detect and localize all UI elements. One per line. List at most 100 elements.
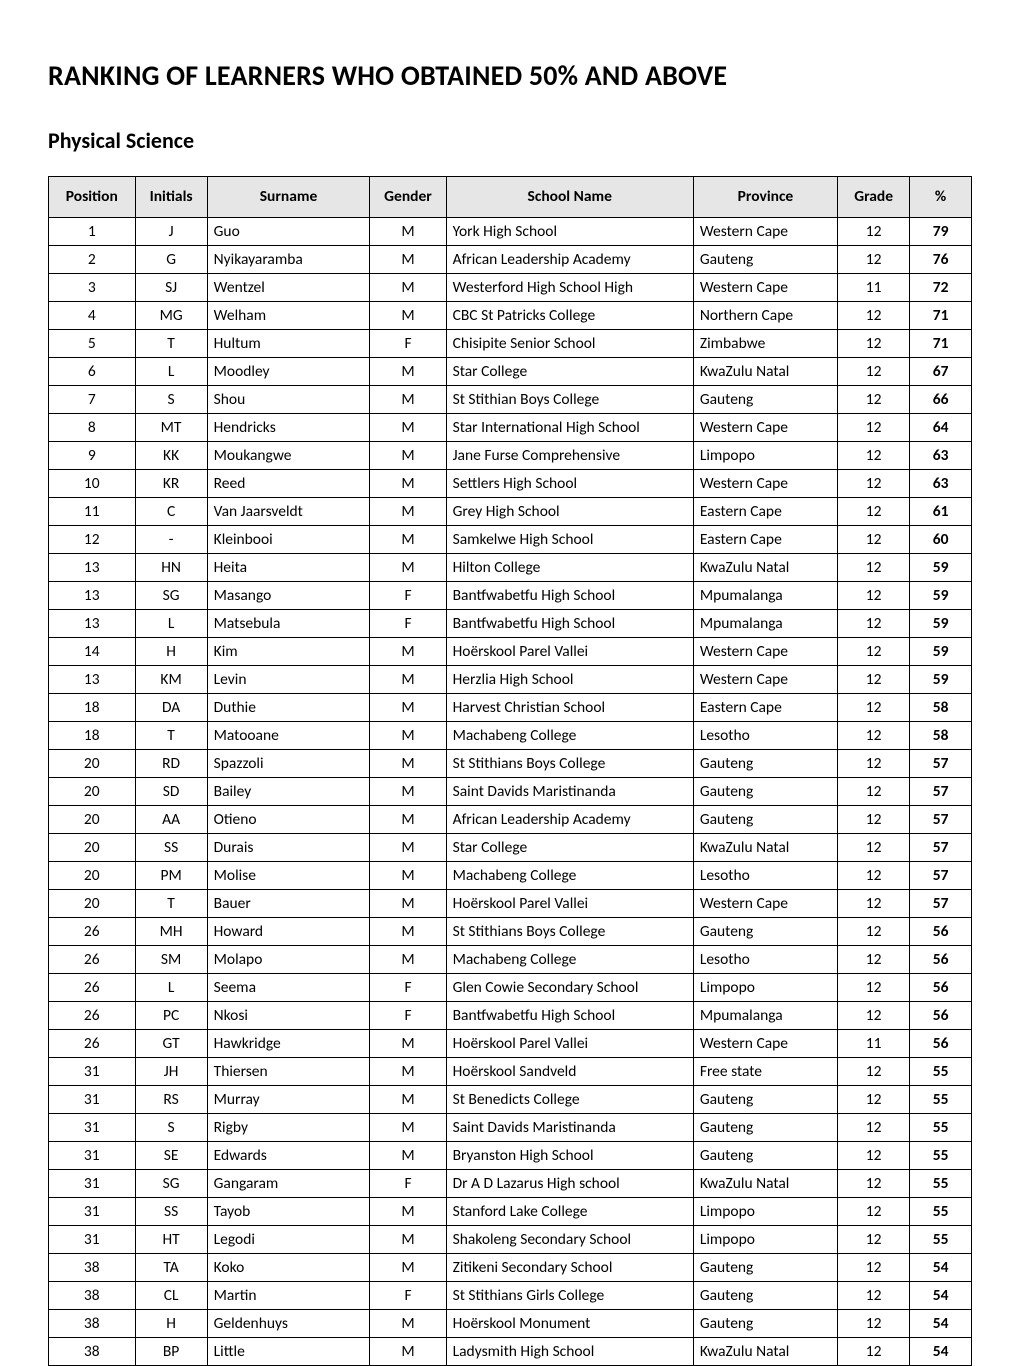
cell-province: Gauteng xyxy=(693,778,837,806)
cell-position: 2 xyxy=(49,246,136,274)
cell-grade: 12 xyxy=(838,442,910,470)
cell-percent: 59 xyxy=(910,610,972,638)
cell-gender: F xyxy=(370,330,446,358)
cell-percent: 66 xyxy=(910,386,972,414)
cell-initials: SD xyxy=(135,778,207,806)
cell-school: Bantfwabetfu High School xyxy=(446,610,693,638)
cell-school: St Benedicts College xyxy=(446,1086,693,1114)
cell-school: Settlers High School xyxy=(446,470,693,498)
cell-initials: H xyxy=(135,638,207,666)
cell-province: Western Cape xyxy=(693,890,837,918)
cell-grade: 12 xyxy=(838,1226,910,1254)
cell-gender: M xyxy=(370,1310,446,1338)
cell-position: 31 xyxy=(49,1170,136,1198)
cell-surname: Hawkridge xyxy=(207,1030,370,1058)
cell-surname: Masango xyxy=(207,582,370,610)
cell-percent: 54 xyxy=(910,1282,972,1310)
cell-gender: F xyxy=(370,1282,446,1310)
cell-gender: M xyxy=(370,666,446,694)
cell-province: Mpumalanga xyxy=(693,582,837,610)
cell-initials: TA xyxy=(135,1254,207,1282)
table-row: 31SEEdwardsMBryanston High SchoolGauteng… xyxy=(49,1142,972,1170)
cell-gender: M xyxy=(370,1254,446,1282)
cell-province: Gauteng xyxy=(693,750,837,778)
cell-gender: M xyxy=(370,246,446,274)
cell-surname: Van Jaarsveldt xyxy=(207,498,370,526)
cell-province: Western Cape xyxy=(693,666,837,694)
cell-province: KwaZulu Natal xyxy=(693,834,837,862)
cell-grade: 12 xyxy=(838,750,910,778)
cell-surname: Kleinbooi xyxy=(207,526,370,554)
cell-initials: AA xyxy=(135,806,207,834)
cell-school: Herzlia High School xyxy=(446,666,693,694)
cell-percent: 59 xyxy=(910,638,972,666)
cell-province: Eastern Cape xyxy=(693,694,837,722)
cell-surname: Thiersen xyxy=(207,1058,370,1086)
cell-school: Dr A D Lazarus High school xyxy=(446,1170,693,1198)
cell-gender: M xyxy=(370,1198,446,1226)
col-header-gender: Gender xyxy=(370,177,446,218)
cell-position: 31 xyxy=(49,1226,136,1254)
table-row: 31RSMurrayMSt Benedicts CollegeGauteng12… xyxy=(49,1086,972,1114)
cell-initials: SG xyxy=(135,1170,207,1198)
cell-gender: M xyxy=(370,946,446,974)
cell-position: 31 xyxy=(49,1198,136,1226)
cell-gender: M xyxy=(370,1114,446,1142)
cell-gender: M xyxy=(370,722,446,750)
table-row: 12-KleinbooiMSamkelwe High SchoolEastern… xyxy=(49,526,972,554)
cell-percent: 56 xyxy=(910,1030,972,1058)
cell-position: 26 xyxy=(49,974,136,1002)
table-row: 14HKimMHoërskool Parel ValleiWestern Cap… xyxy=(49,638,972,666)
table-row: 2GNyikayarambaMAfrican Leadership Academ… xyxy=(49,246,972,274)
cell-surname: Martin xyxy=(207,1282,370,1310)
cell-position: 38 xyxy=(49,1254,136,1282)
cell-percent: 59 xyxy=(910,582,972,610)
cell-gender: F xyxy=(370,582,446,610)
col-header-percent: % xyxy=(910,177,972,218)
cell-initials: SG xyxy=(135,582,207,610)
cell-province: Gauteng xyxy=(693,1086,837,1114)
cell-percent: 71 xyxy=(910,330,972,358)
rankings-table: Position Initials Surname Gender School … xyxy=(48,176,972,1366)
cell-initials: HN xyxy=(135,554,207,582)
cell-school: Hoërskool Sandveld xyxy=(446,1058,693,1086)
cell-grade: 11 xyxy=(838,1030,910,1058)
cell-province: KwaZulu Natal xyxy=(693,358,837,386)
cell-school: Stanford Lake College xyxy=(446,1198,693,1226)
col-header-surname: Surname xyxy=(207,177,370,218)
cell-initials: L xyxy=(135,610,207,638)
col-header-school: School Name xyxy=(446,177,693,218)
cell-gender: F xyxy=(370,610,446,638)
cell-gender: F xyxy=(370,1170,446,1198)
cell-surname: Shou xyxy=(207,386,370,414)
cell-percent: 56 xyxy=(910,918,972,946)
table-row: 26GTHawkridgeMHoërskool Parel ValleiWest… xyxy=(49,1030,972,1058)
table-row: 8MTHendricksMStar International High Sch… xyxy=(49,414,972,442)
cell-position: 5 xyxy=(49,330,136,358)
col-header-initials: Initials xyxy=(135,177,207,218)
cell-gender: M xyxy=(370,638,446,666)
cell-initials: S xyxy=(135,1114,207,1142)
cell-grade: 12 xyxy=(838,610,910,638)
cell-grade: 12 xyxy=(838,694,910,722)
cell-initials: RS xyxy=(135,1086,207,1114)
cell-percent: 79 xyxy=(910,218,972,246)
table-row: 31JHThiersenMHoërskool SandveldFree stat… xyxy=(49,1058,972,1086)
cell-initials: H xyxy=(135,1310,207,1338)
cell-school: Saint Davids Maristinanda xyxy=(446,1114,693,1142)
cell-gender: M xyxy=(370,806,446,834)
cell-gender: M xyxy=(370,1030,446,1058)
cell-initials: - xyxy=(135,526,207,554)
cell-surname: Bailey xyxy=(207,778,370,806)
cell-position: 20 xyxy=(49,834,136,862)
cell-gender: M xyxy=(370,442,446,470)
cell-province: Northern Cape xyxy=(693,302,837,330)
cell-surname: Otieno xyxy=(207,806,370,834)
cell-grade: 12 xyxy=(838,1338,910,1366)
table-row: 31SRigbyMSaint Davids MaristinandaGauten… xyxy=(49,1114,972,1142)
cell-surname: Nkosi xyxy=(207,1002,370,1030)
col-header-grade: Grade xyxy=(838,177,910,218)
cell-initials: L xyxy=(135,974,207,1002)
cell-position: 18 xyxy=(49,722,136,750)
cell-surname: Spazzoli xyxy=(207,750,370,778)
